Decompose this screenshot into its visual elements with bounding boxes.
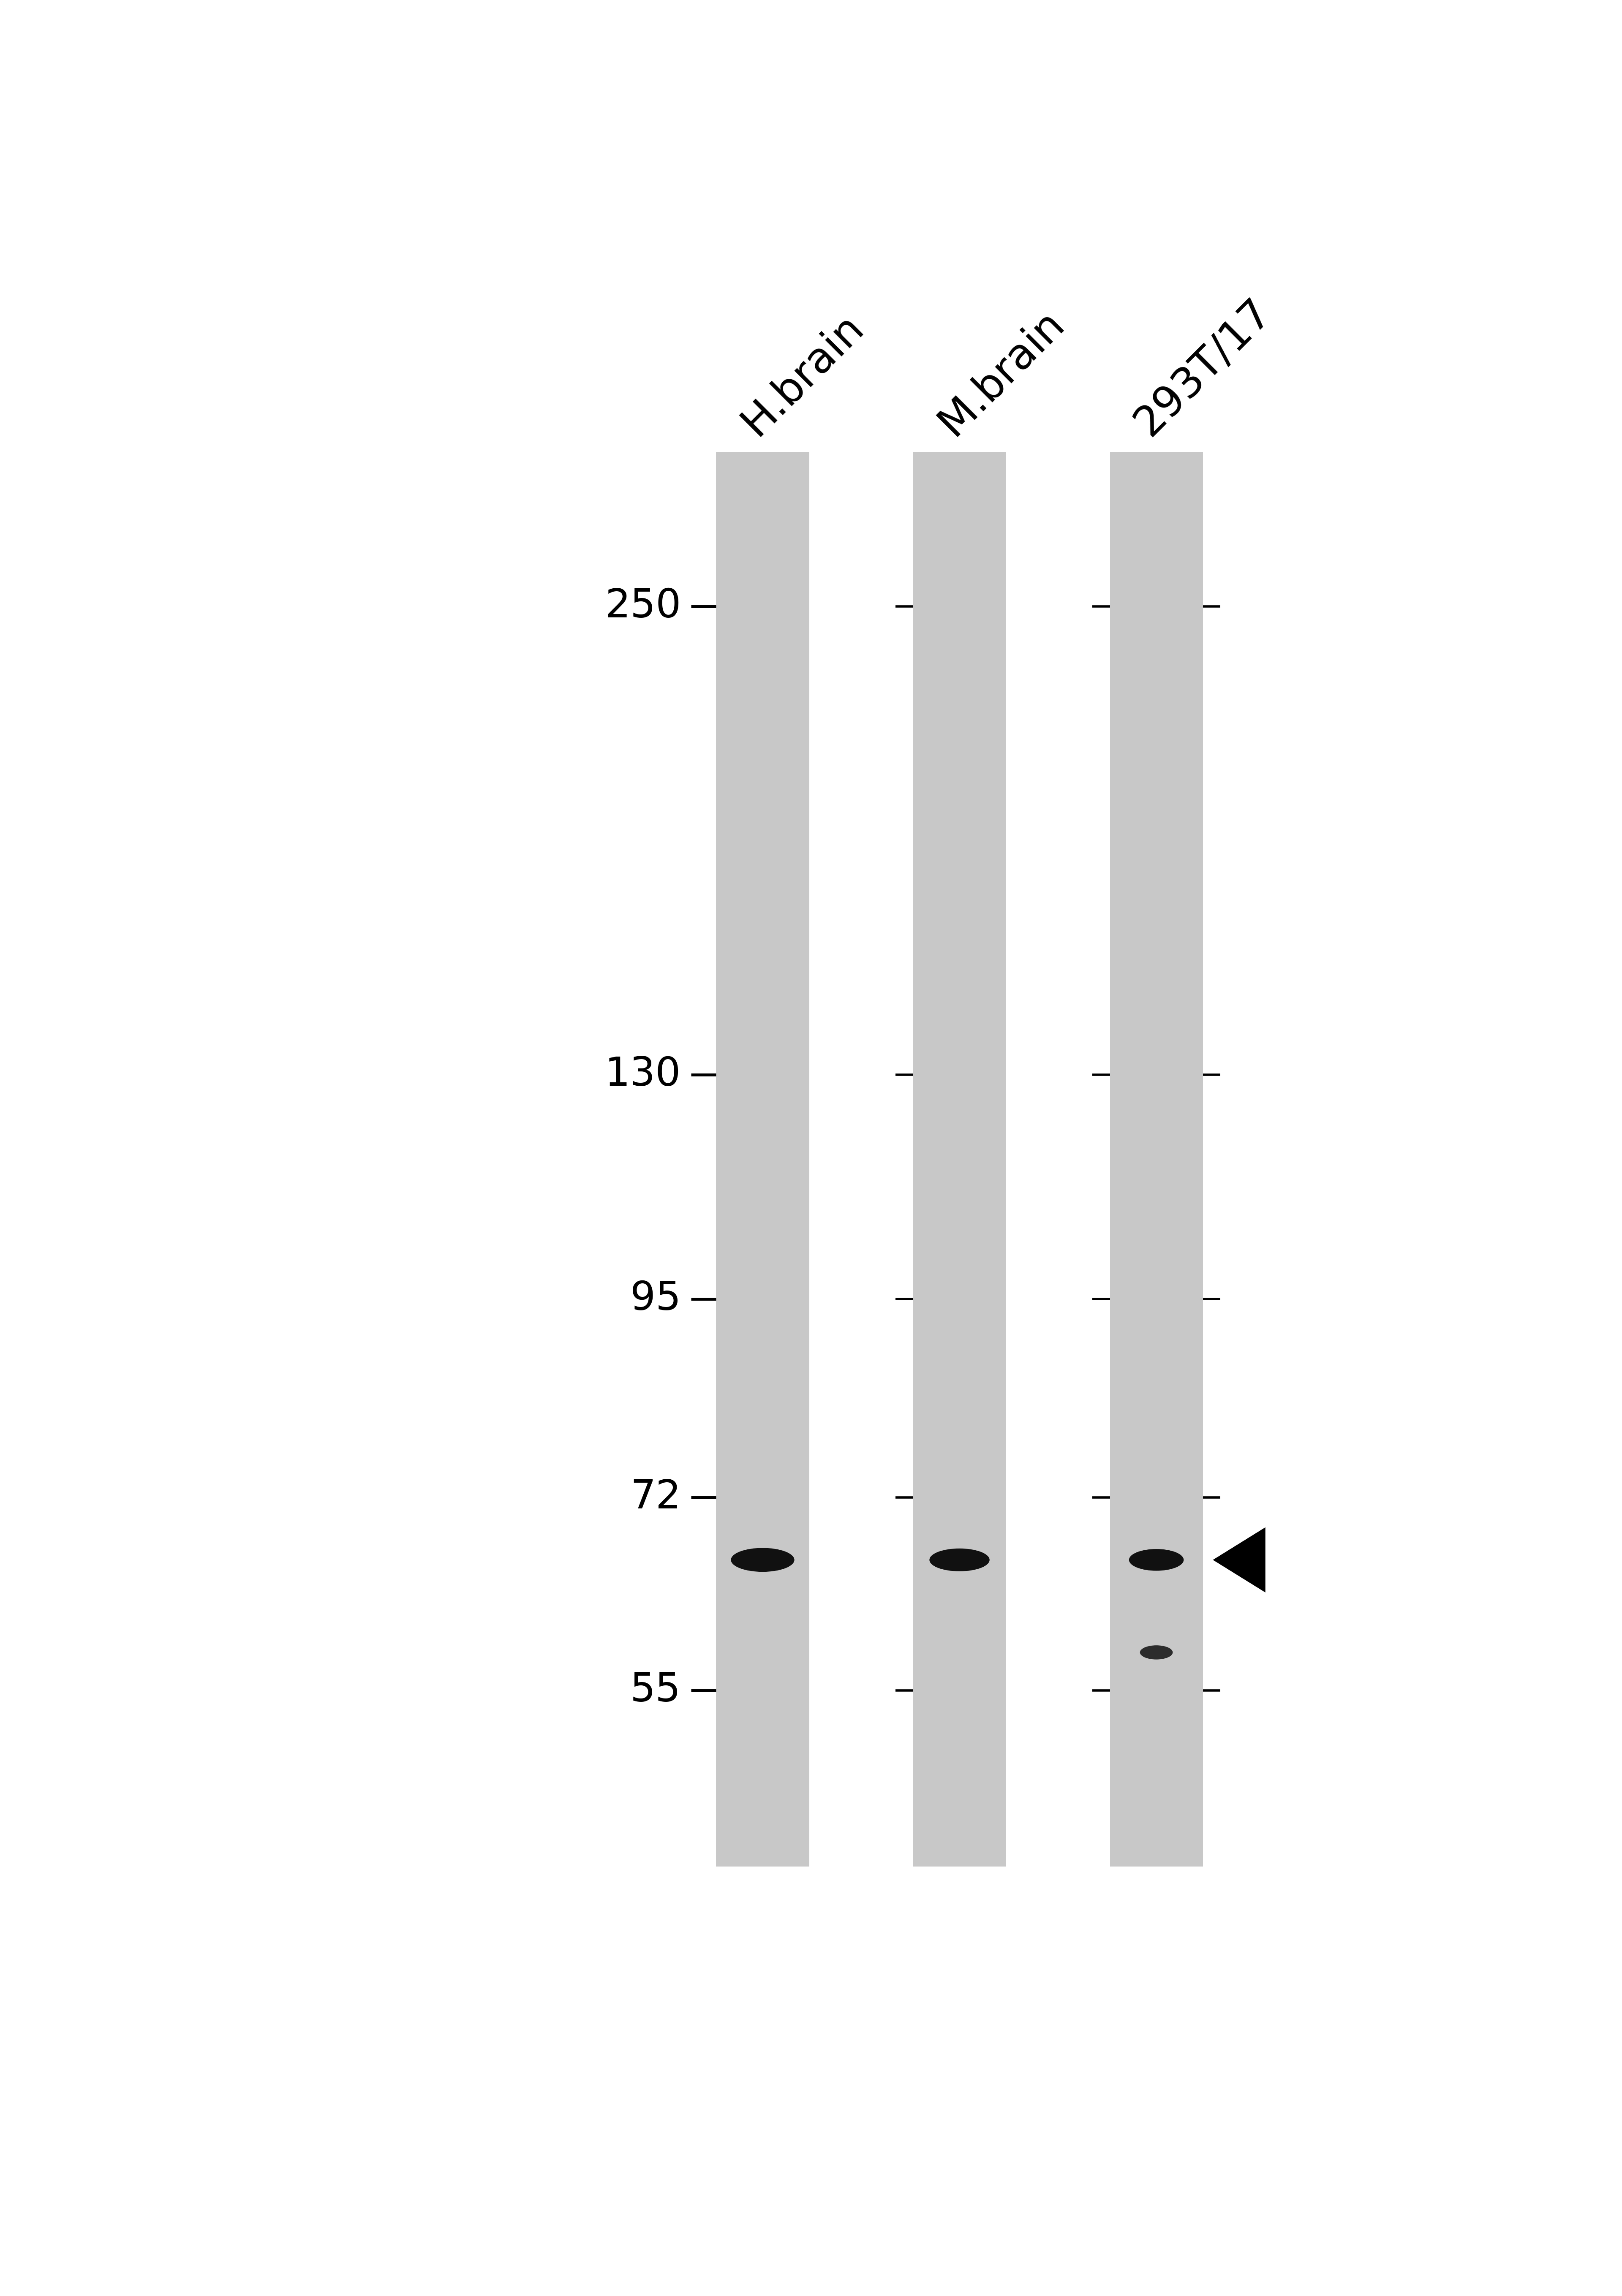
Ellipse shape bbox=[732, 1548, 795, 1573]
Text: H.brain: H.brain bbox=[733, 305, 871, 443]
Ellipse shape bbox=[929, 1548, 989, 1570]
Text: 293T/17: 293T/17 bbox=[1127, 292, 1280, 443]
Ellipse shape bbox=[1129, 1550, 1184, 1570]
Text: 72: 72 bbox=[631, 1479, 681, 1518]
Text: 130: 130 bbox=[605, 1056, 681, 1093]
Text: M.brain: M.brain bbox=[931, 303, 1072, 443]
Ellipse shape bbox=[1140, 1646, 1173, 1660]
Bar bbox=[913, 452, 1006, 1867]
Text: 95: 95 bbox=[631, 1279, 681, 1318]
Text: 55: 55 bbox=[631, 1671, 681, 1711]
Polygon shape bbox=[1213, 1527, 1265, 1593]
Bar bbox=[717, 452, 809, 1867]
Text: 250: 250 bbox=[605, 588, 681, 627]
Bar bbox=[1109, 452, 1204, 1867]
